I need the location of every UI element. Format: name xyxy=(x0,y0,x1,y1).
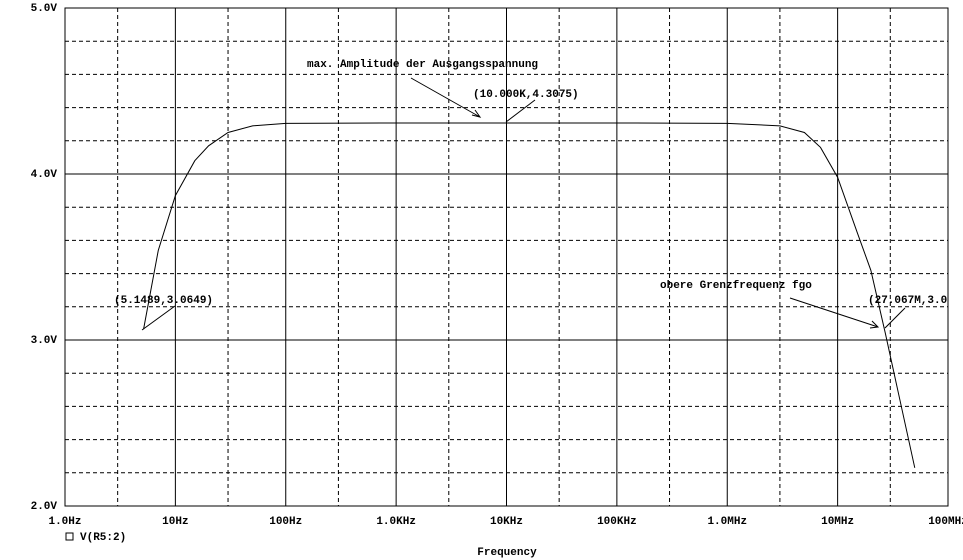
data-line xyxy=(143,122,916,468)
x-tick-label: 100KHz xyxy=(597,516,637,528)
annotation-line xyxy=(141,305,176,331)
y-tick-label: 4.0V xyxy=(31,169,58,181)
annotation-line xyxy=(505,99,536,123)
y-tick-label: 2.0V xyxy=(31,501,58,513)
annotation: obere Grenzfrequenz fgo xyxy=(660,280,812,292)
annotation-arrow xyxy=(789,297,880,329)
x-tick-label: 1.0MHz xyxy=(707,516,747,528)
plot xyxy=(143,122,916,468)
x-axis-label: Frequency xyxy=(477,547,537,559)
annotation: (10.000K,4.3075) xyxy=(473,89,579,101)
plot-frame xyxy=(64,7,949,507)
x-tick-label: 10MHz xyxy=(821,516,854,528)
x-tick-label: 10Hz xyxy=(162,516,188,528)
annotation-arrow xyxy=(410,77,482,118)
x-tick-label: 100Hz xyxy=(269,516,302,528)
x-tick-label: 1.0Hz xyxy=(48,516,81,528)
legend-label: V(R5:2) xyxy=(80,532,126,544)
x-tick-label: 1.0KHz xyxy=(376,516,416,528)
y-tick-label: 3.0V xyxy=(31,335,58,347)
legend-marker xyxy=(65,532,74,541)
annotation: max. Amplitude der Ausgangsspannung xyxy=(307,59,538,71)
annotation: (27.067M,3.0 xyxy=(868,295,947,307)
x-tick-label: 10KHz xyxy=(490,516,523,528)
annotation-line xyxy=(884,307,906,329)
annotation: (5.1489,3.0649) xyxy=(114,295,213,307)
y-tick-label: 5.0V xyxy=(31,3,58,15)
grid xyxy=(64,7,949,507)
x-tick-label: 100MHz xyxy=(928,516,963,528)
